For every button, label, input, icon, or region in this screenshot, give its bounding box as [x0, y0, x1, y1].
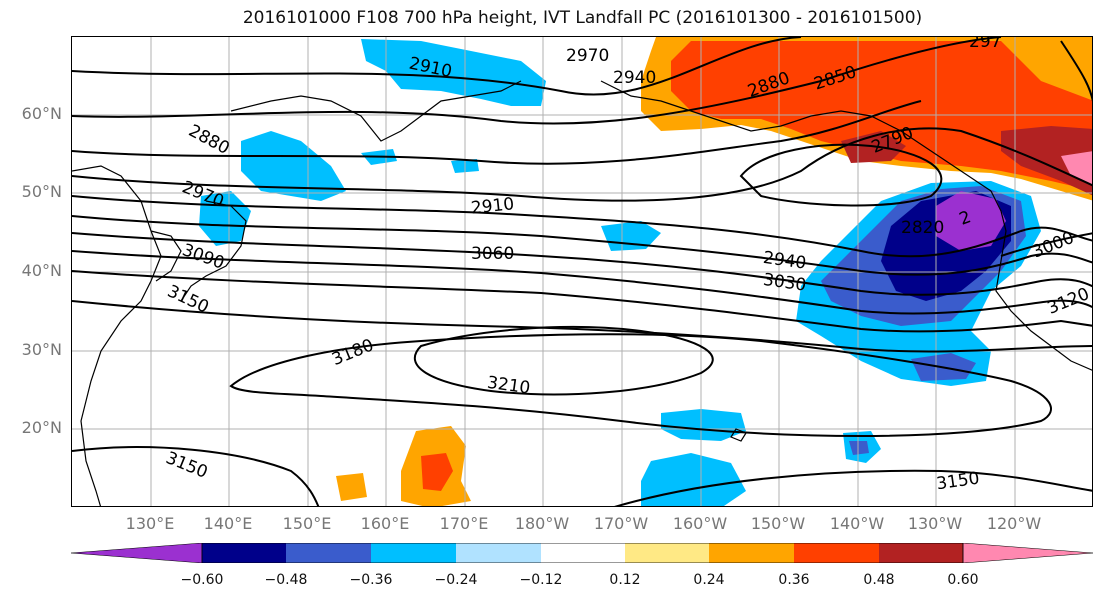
- colorbar-tick: −0.48: [264, 572, 308, 588]
- positive-ivt-peak: [1061, 151, 1092, 186]
- map-title: 2016101000 F108 700 hPa height, IVT Land…: [242, 8, 923, 28]
- ivt-shading: [199, 37, 1092, 506]
- colorbar-segment: [879, 543, 963, 563]
- contour-label: 3030: [762, 270, 808, 296]
- positive-patch-south-b: [336, 473, 367, 501]
- lat-label-20n: 20°N: [21, 418, 62, 437]
- lon-label: 150°E: [282, 514, 332, 533]
- height-contours: [72, 37, 1092, 506]
- japan-coast: [180, 200, 247, 302]
- colorbar-segment: [286, 543, 371, 563]
- lon-label: 180°W: [514, 514, 570, 533]
- colorbar-segment: [625, 543, 709, 563]
- colorbar-tick: 0.48: [863, 572, 895, 588]
- contour-label: 2880: [185, 121, 233, 159]
- lon-label: 130°W: [907, 514, 963, 533]
- positive-ivt-dark: [1001, 126, 1092, 196]
- colorbar: [71, 543, 1094, 563]
- lon-label: 170°E: [439, 514, 489, 533]
- contour-label: 2820: [901, 218, 944, 238]
- colorbar-segment: [202, 543, 286, 563]
- negative-patch-hawaii: [661, 409, 746, 441]
- colorbar-segment: [456, 543, 541, 563]
- contour-label: 3150: [164, 281, 212, 317]
- contour-label: 3180: [329, 335, 377, 370]
- colorbar-tick: 0.12: [609, 572, 641, 588]
- colorbar-segment: [371, 543, 456, 563]
- lon-label: 150°W: [750, 514, 806, 533]
- colorbar-segment: [794, 543, 879, 563]
- lon-label: 140°E: [203, 514, 253, 533]
- lon-label: 130°E: [125, 514, 175, 533]
- korea-coast: [150, 230, 182, 282]
- negative-ivt-peak: [936, 191, 1006, 251]
- contour-label: 3210: [486, 373, 532, 399]
- negative-patch-hawaii-s: [641, 453, 746, 506]
- lon-label: 170°W: [593, 514, 649, 533]
- lat-label-60n: 60°N: [21, 104, 62, 123]
- positive-ivt-core: [671, 41, 1092, 191]
- lat-label-30n: 30°N: [21, 340, 62, 359]
- lon-label: 160°W: [672, 514, 728, 533]
- lon-label: 160°E: [360, 514, 410, 533]
- kamchatka-coast: [230, 80, 522, 142]
- colorbar-tick: 0.24: [693, 572, 725, 588]
- colorbar-tick: −0.24: [434, 572, 478, 588]
- contour-label: 2970: [566, 46, 609, 66]
- lon-label: 140°W: [829, 514, 885, 533]
- colorbar-segment: [541, 543, 625, 563]
- colorbar-tick: −0.36: [349, 572, 393, 588]
- alaska-coast: [600, 80, 992, 192]
- positive-patch-south-core: [421, 453, 453, 491]
- map-canvas: 2910 2970 2940 2880 2850 2880 2790 2970 …: [72, 37, 1093, 506]
- colorbar-tick: −0.60: [180, 572, 224, 588]
- contour-label: 2910: [470, 194, 515, 218]
- asia-coast: [72, 165, 162, 506]
- lat-label-40n: 40°N: [21, 261, 62, 280]
- contour-label: 3120: [1045, 284, 1093, 319]
- contour-label: 2940: [613, 68, 656, 88]
- contour-label: 3150: [163, 448, 211, 483]
- colorbar-extend-high: [962, 543, 1094, 563]
- negative-patch-okhotsk: [241, 131, 346, 201]
- colorbar-tick: 0.60: [947, 572, 979, 588]
- negative-patch-bering: [361, 39, 546, 106]
- coastlines: [72, 80, 1092, 506]
- colorbar-tick: −0.12: [519, 572, 563, 588]
- colorbar-extend-low: [71, 543, 203, 563]
- na-west-coast: [990, 190, 1092, 371]
- colorbar-tick: 0.36: [778, 572, 810, 588]
- lon-label: 120°W: [986, 514, 1042, 533]
- contour-label: 3060: [471, 244, 514, 264]
- colorbar-segment: [709, 543, 794, 563]
- map-panel: 2910 2970 2940 2880 2850 2880 2790 2970 …: [71, 36, 1093, 507]
- lat-label-50n: 50°N: [21, 182, 62, 201]
- contour-label: 297: [969, 37, 1001, 52]
- negative-patch-small-core: [849, 441, 869, 455]
- contour-label: 3150: [935, 469, 981, 495]
